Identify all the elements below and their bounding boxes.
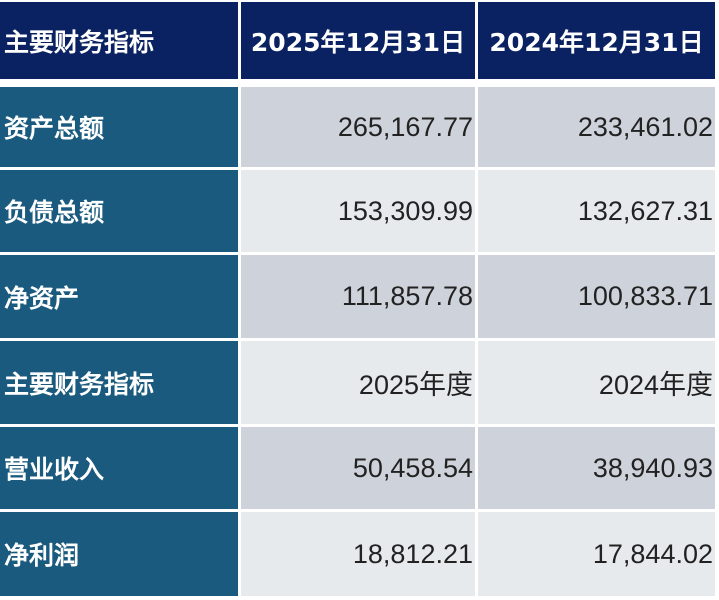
table-cell: 2024年度 [478, 341, 715, 424]
row-label: 营业收入 [0, 427, 238, 509]
row-label: 负债总额 [0, 170, 238, 252]
table-cell: 265,167.77 [241, 87, 475, 167]
row-label: 净资产 [0, 255, 238, 338]
table-cell: 50,458.54 [241, 427, 475, 509]
table-cell: 38,940.93 [478, 427, 715, 509]
table-cell: 2025年度 [241, 341, 475, 424]
table-cell: 18,812.21 [241, 512, 475, 596]
header-cell-indicator: 主要财务指标 [0, 2, 238, 79]
table-cell: 100,833.71 [478, 255, 715, 338]
table-cell: 17,844.02 [478, 512, 715, 596]
header-cell-2025: 2025年12月31日 [241, 2, 475, 79]
header-cell-2024: 2024年12月31日 [478, 2, 715, 79]
row-label: 净利润 [0, 512, 238, 596]
row-label: 主要财务指标 [0, 341, 238, 424]
table-cell: 111,857.78 [241, 255, 475, 338]
table-cell: 233,461.02 [478, 87, 715, 167]
table-cell: 132,627.31 [478, 170, 715, 252]
row-label: 资产总额 [0, 87, 238, 167]
table-cell: 153,309.99 [241, 170, 475, 252]
